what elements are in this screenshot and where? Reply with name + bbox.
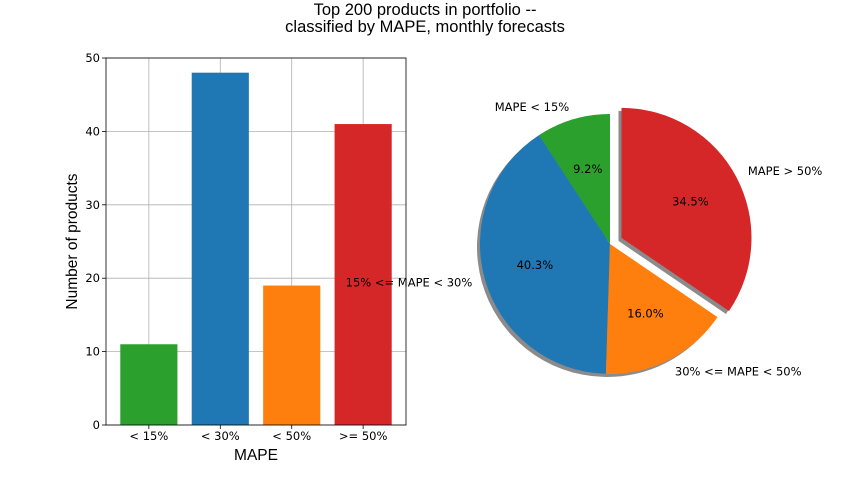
y-tick-label-4: 40 — [85, 124, 100, 138]
bar-3 — [334, 124, 392, 425]
pie-pct-0: 9.2% — [573, 162, 602, 176]
chart-title-line-2: classified by MAPE, monthly forecasts — [285, 18, 565, 36]
bar-1 — [191, 72, 249, 426]
pie-label-2: 30% <= MAPE < 50% — [675, 364, 802, 378]
y-tick-label-0: 0 — [93, 418, 100, 432]
pie-label-3: MAPE > 50% — [748, 164, 823, 178]
x-tick-label-2: < 50% — [272, 429, 311, 443]
y-tick-label-2: 20 — [85, 271, 100, 285]
pie-labels: MAPE < 15% 9.2% 15% <= MAPE < 30% 40.3% 30% … — [346, 100, 823, 378]
pie-label-1: 15% <= MAPE < 30% — [346, 276, 473, 290]
bar-chart: 0 10 20 30 40 50 < 15% < 30% < 50% >= 50% MAPE Nu… — [64, 51, 407, 464]
bar-y-axis-title: Number of products — [64, 173, 81, 309]
bar-ticks: 0 10 20 30 40 50 < 15% < 30% < 50% >= 50% — [85, 51, 387, 443]
bar-x-axis-title: MAPE — [234, 447, 278, 464]
pie-slice-1 — [479, 135, 610, 374]
bar-axes-frame — [105, 57, 407, 426]
bar-marks — [120, 72, 392, 426]
x-tick-label-3: >= 50% — [339, 429, 388, 443]
pie-pct-2: 16.0% — [627, 306, 664, 320]
y-tick-label-3: 30 — [85, 198, 100, 212]
chart-title-line-1: Top 200 products in portfolio -- — [314, 1, 537, 19]
x-tick-label-0: < 15% — [129, 429, 168, 443]
pie-pct-1: 40.3% — [517, 258, 554, 272]
pie-pct-3: 34.5% — [672, 194, 709, 208]
y-tick-label-5: 50 — [85, 51, 100, 65]
pie-chart: MAPE < 15% 9.2% 15% <= MAPE < 30% 40.3% 30% … — [346, 100, 823, 378]
x-tick-label-1: < 30% — [201, 429, 240, 443]
pie-slice-2 — [605, 244, 718, 374]
y-tick-label-1: 10 — [85, 345, 100, 359]
bar-2 — [263, 285, 321, 425]
pie-slice-0 — [538, 114, 610, 244]
pie-slices — [479, 107, 752, 374]
pie-label-0: MAPE < 15% — [495, 100, 570, 114]
bar-0 — [120, 344, 178, 425]
pie-slice-3 — [621, 107, 752, 311]
